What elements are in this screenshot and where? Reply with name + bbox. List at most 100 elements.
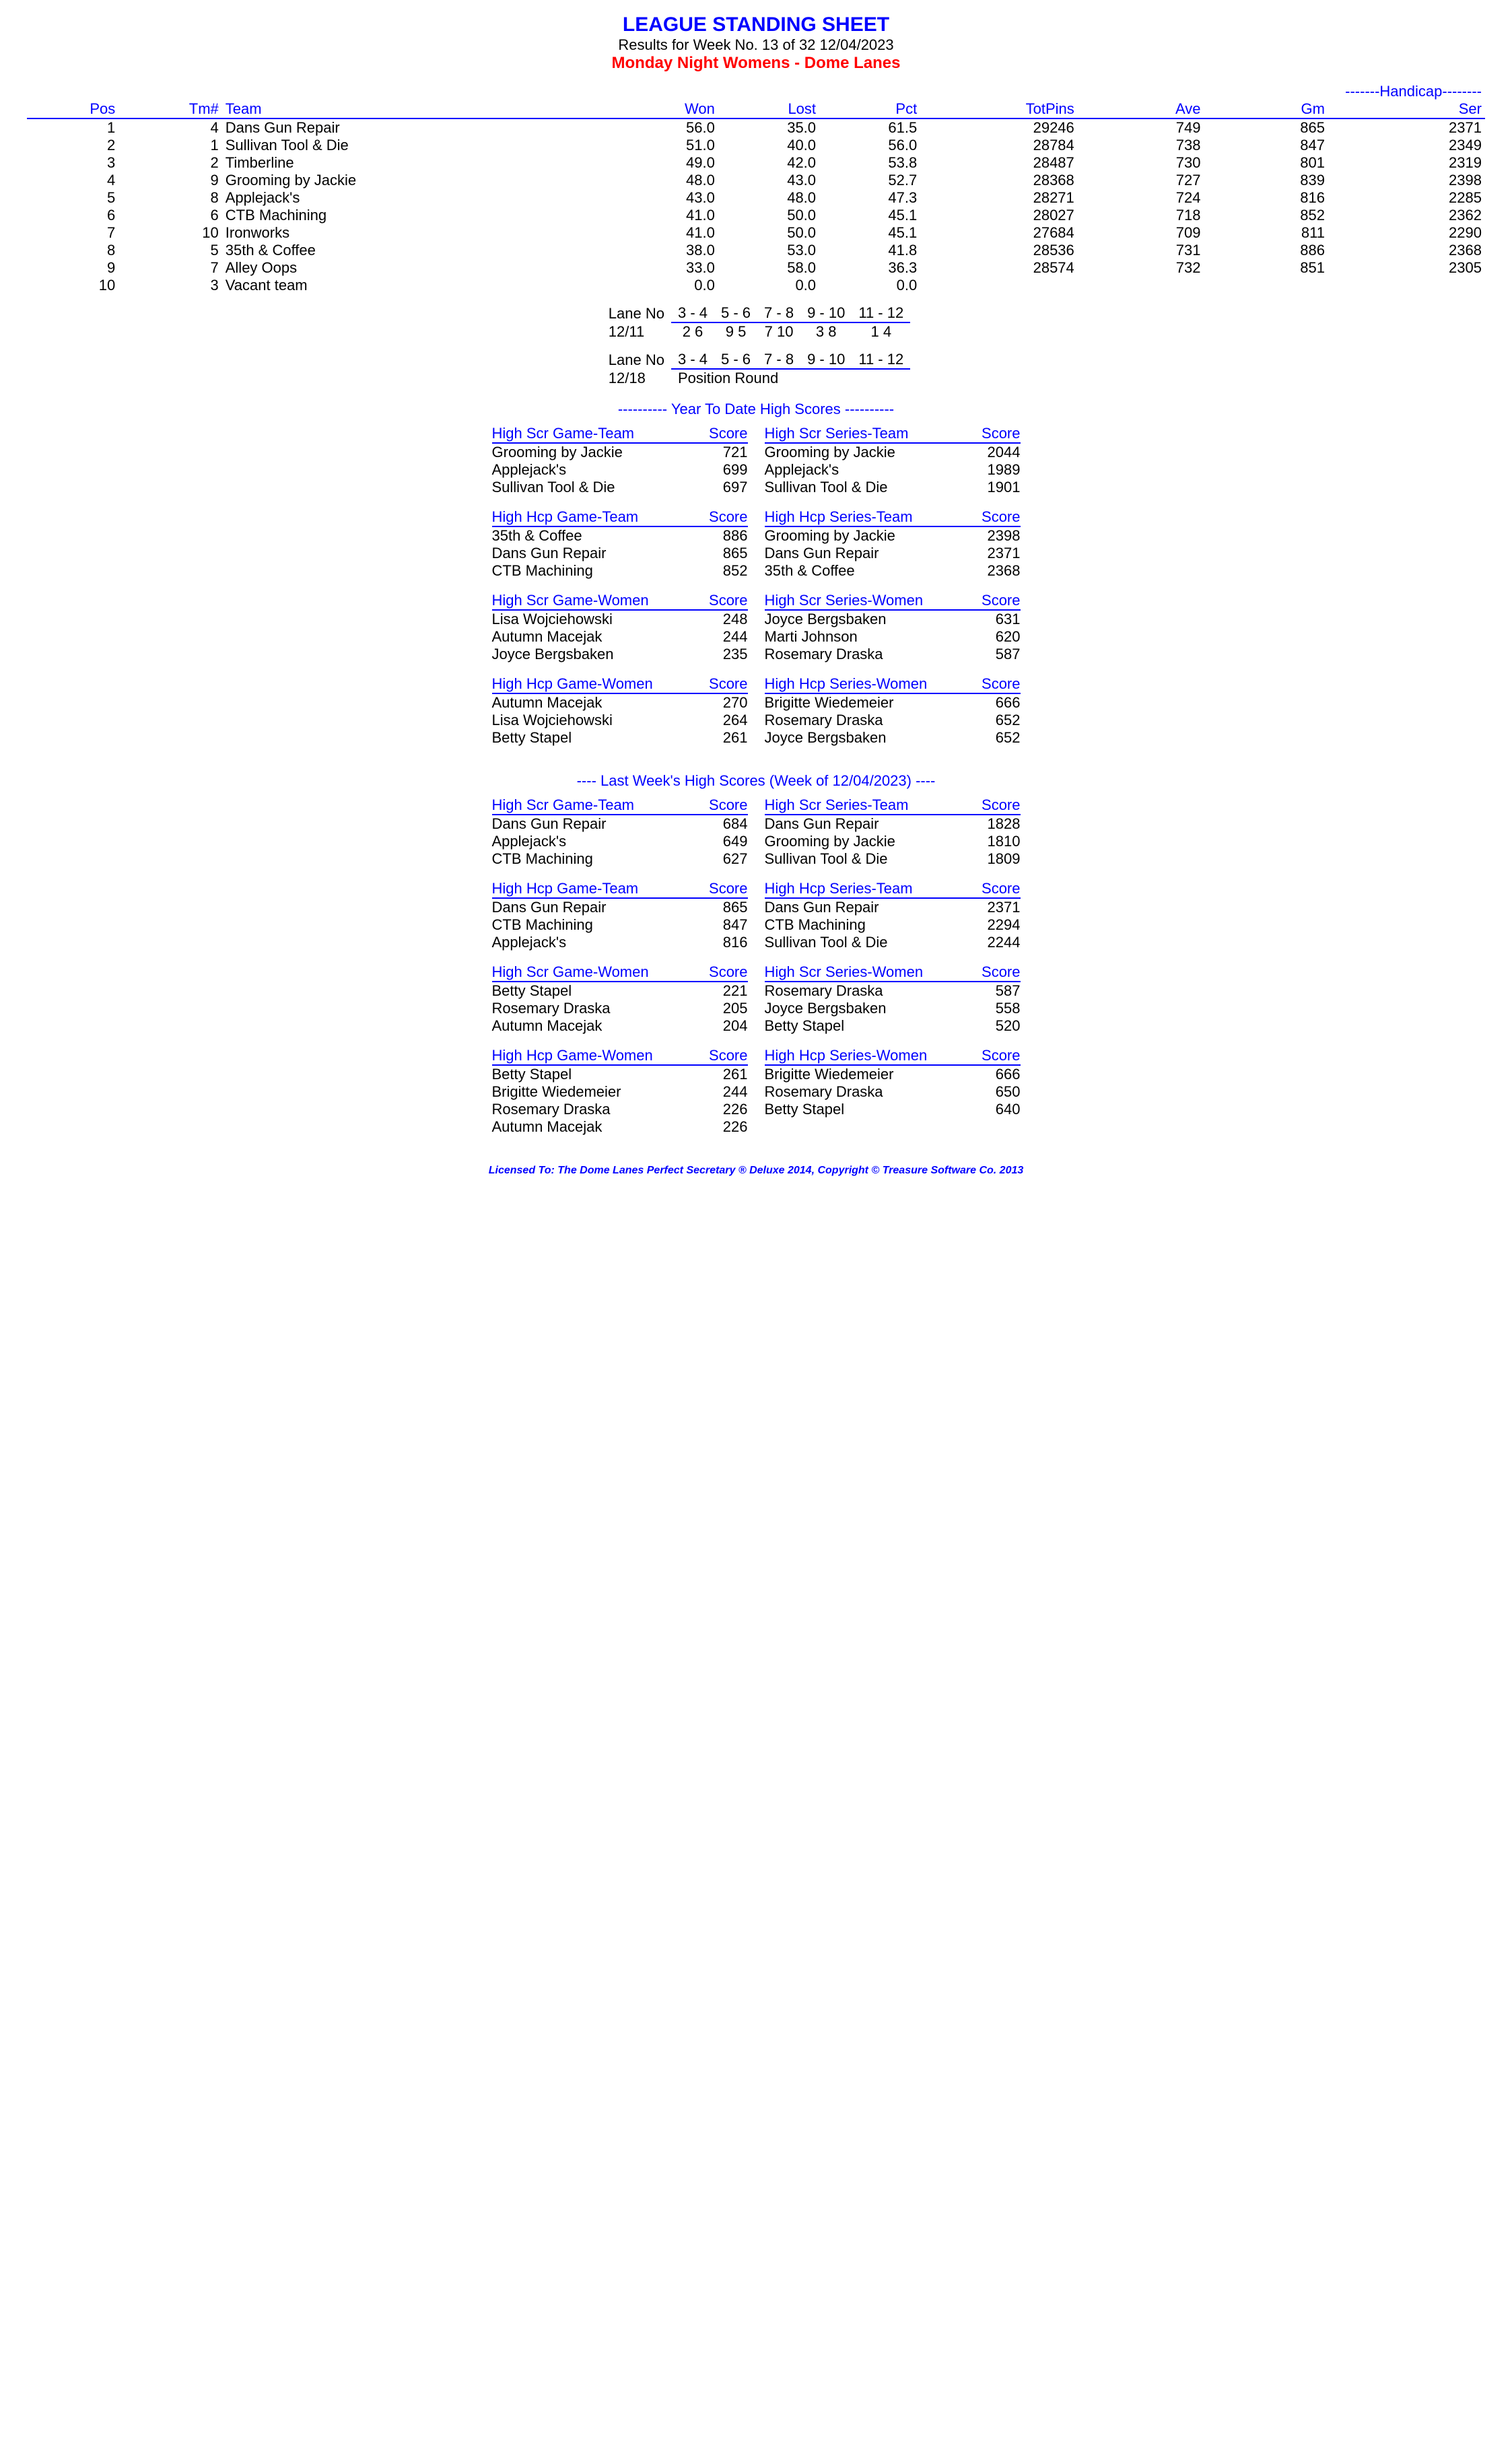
standings-row: 21Sullivan Tool & Die51.040.056.02878473… [27, 137, 1485, 154]
score-header-score: Score [697, 963, 747, 982]
score-table: High Scr Game-TeamScoreDans Gun Repair68… [492, 796, 748, 868]
subtitle: Results for Week No. 13 of 32 12/04/2023 [27, 36, 1485, 54]
score-table: High Scr Game-WomenScoreBetty Stapel221R… [492, 963, 748, 1035]
standings-row: 8535th & Coffee38.053.041.82853673188623… [27, 242, 1485, 259]
lane-block-2: Lane No 3 - 4 5 - 6 7 - 8 9 - 10 11 - 12… [246, 351, 1266, 387]
score-row: Brigitte Wiedemeier666 [765, 1065, 1021, 1083]
lane-date-2: 12/18 [602, 369, 671, 387]
score-row: Betty Stapel261 [492, 729, 748, 747]
score-row: Grooming by Jackie2044 [765, 443, 1021, 461]
standings-row: 14Dans Gun Repair56.035.061.529246749865… [27, 118, 1485, 137]
score-section: High Hcp Series-TeamScoreGrooming by Jac… [765, 508, 1021, 580]
score-row: Applejack's1989 [765, 461, 1021, 479]
score-header-score: Score [970, 963, 1021, 982]
score-row: Betty Stapel640 [765, 1101, 1021, 1118]
score-header: High Hcp Game-Women [492, 1047, 698, 1065]
score-header-score: Score [693, 425, 747, 443]
score-row: Brigitte Wiedemeier244 [492, 1083, 748, 1101]
score-header-score: Score [967, 880, 1021, 898]
score-table: High Hcp Series-WomenScoreBrigitte Wiede… [765, 1047, 1021, 1118]
score-row: 35th & Coffee2368 [765, 562, 1021, 580]
ytd-title: ---------- Year To Date High Scores ----… [27, 401, 1485, 418]
score-row: Rosemary Draska587 [765, 982, 1021, 1000]
score-header: High Scr Game-Women [492, 592, 697, 610]
score-section: High Scr Series-TeamScoreDans Gun Repair… [765, 796, 1021, 868]
standings-col-pos: Pos [27, 100, 118, 118]
score-header-score: Score [698, 675, 748, 693]
score-header-score: Score [694, 880, 747, 898]
score-row: Betty Stapel520 [765, 1017, 1021, 1035]
standings-col-ser: Ser [1328, 100, 1485, 118]
score-header: High Hcp Game-Team [492, 508, 695, 526]
score-header: High Hcp Series-Team [765, 880, 967, 898]
score-row: Joyce Bergsbaken652 [765, 729, 1021, 747]
score-table: High Scr Series-WomenScoreRosemary Drask… [765, 963, 1021, 1035]
score-header: High Scr Series-Women [765, 963, 970, 982]
standings-row: 66CTB Machining41.050.045.12802771885223… [27, 207, 1485, 224]
score-row: Grooming by Jackie1810 [765, 833, 1021, 850]
page-title: LEAGUE STANDING SHEET [27, 13, 1485, 36]
score-row: Dans Gun Repair2371 [765, 898, 1021, 916]
score-table: High Hcp Series-TeamScoreDans Gun Repair… [765, 880, 1021, 951]
score-row: Applejack's649 [492, 833, 748, 850]
score-row: Marti Johnson620 [765, 628, 1021, 646]
score-header-score: Score [967, 508, 1021, 526]
score-header: High Hcp Series-Women [765, 1047, 971, 1065]
score-section: High Hcp Game-TeamScoreDans Gun Repair86… [492, 880, 748, 951]
standings-col-ave: Ave [1078, 100, 1204, 118]
score-section: High Scr Game-WomenScoreBetty Stapel221R… [492, 963, 748, 1035]
score-row: CTB Machining2294 [765, 916, 1021, 934]
standings-col-won: Won [613, 100, 718, 118]
handicap-label: -------Handicap-------- [1078, 83, 1485, 100]
score-row: Joyce Bergsbaken631 [765, 610, 1021, 628]
score-row: Joyce Bergsbaken235 [492, 646, 748, 663]
score-row: Sullivan Tool & Die2244 [765, 934, 1021, 951]
standings-col-pct: Pct [819, 100, 920, 118]
score-section: High Hcp Game-WomenScoreBetty Stapel261B… [492, 1047, 748, 1136]
score-table: High Scr Series-WomenScoreJoyce Bergsbak… [765, 592, 1021, 663]
score-header: High Scr Series-Team [765, 425, 967, 443]
standings-row: 97Alley Oops33.058.036.3285747328512305 [27, 259, 1485, 277]
score-header-score: Score [697, 592, 747, 610]
score-table: High Scr Game-WomenScoreLisa Wojciehowsk… [492, 592, 748, 663]
score-section: High Hcp Game-WomenScoreAutumn Macejak27… [492, 675, 748, 747]
score-section: High Scr Series-WomenScoreJoyce Bergsbak… [765, 592, 1021, 663]
score-row: Dans Gun Repair2371 [765, 545, 1021, 562]
score-row: Sullivan Tool & Die1901 [765, 479, 1021, 496]
lane-label-2: Lane No [602, 351, 671, 369]
score-header: High Hcp Game-Women [492, 675, 698, 693]
standings-col-team: Team [222, 100, 613, 118]
score-row: Rosemary Draska650 [765, 1083, 1021, 1101]
score-header-score: Score [694, 508, 747, 526]
standings-row: 103Vacant team0.00.00.0 [27, 277, 1485, 294]
score-header: High Scr Game-Women [492, 963, 697, 982]
score-row: Brigitte Wiedemeier666 [765, 693, 1021, 712]
score-section: High Hcp Series-TeamScoreDans Gun Repair… [765, 880, 1021, 951]
score-row: Lisa Wojciehowski248 [492, 610, 748, 628]
score-row: Grooming by Jackie721 [492, 443, 748, 461]
score-section: High Scr Game-TeamScoreDans Gun Repair68… [492, 796, 748, 868]
score-section: High Hcp Series-WomenScoreBrigitte Wiede… [765, 1047, 1021, 1118]
standings-row: 49Grooming by Jackie48.043.052.728368727… [27, 172, 1485, 189]
score-row: Rosemary Draska205 [492, 1000, 748, 1017]
score-row: Betty Stapel221 [492, 982, 748, 1000]
standings-col-tm#: Tm# [118, 100, 222, 118]
lane-label-1: Lane No [602, 304, 671, 322]
score-header: High Scr Series-Team [765, 796, 967, 815]
header: LEAGUE STANDING SHEET Results for Week N… [27, 13, 1485, 73]
score-row: Autumn Macejak204 [492, 1017, 748, 1035]
score-row: Autumn Macejak270 [492, 693, 748, 712]
score-row: CTB Machining852 [492, 562, 748, 580]
score-header: High Hcp Series-Team [765, 508, 967, 526]
score-table: High Scr Series-TeamScoreDans Gun Repair… [765, 796, 1021, 868]
lane-block-1: Lane No 3 - 4 5 - 6 7 - 8 9 - 10 11 - 12… [246, 304, 1266, 341]
lw-grid: High Scr Game-TeamScoreDans Gun Repair68… [27, 796, 1485, 1148]
score-header: High Hcp Series-Women [765, 675, 971, 693]
standings-table: -------Handicap-------- PosTm#TeamWonLos… [27, 83, 1485, 294]
standings-col-totpins: TotPins [920, 100, 1078, 118]
lane-date-1: 12/11 [602, 322, 671, 341]
ytd-grid: High Scr Game-TeamScoreGrooming by Jacki… [27, 425, 1485, 759]
score-header-score: Score [698, 1047, 748, 1065]
score-row: Dans Gun Repair684 [492, 815, 748, 833]
score-row: Betty Stapel261 [492, 1065, 748, 1083]
